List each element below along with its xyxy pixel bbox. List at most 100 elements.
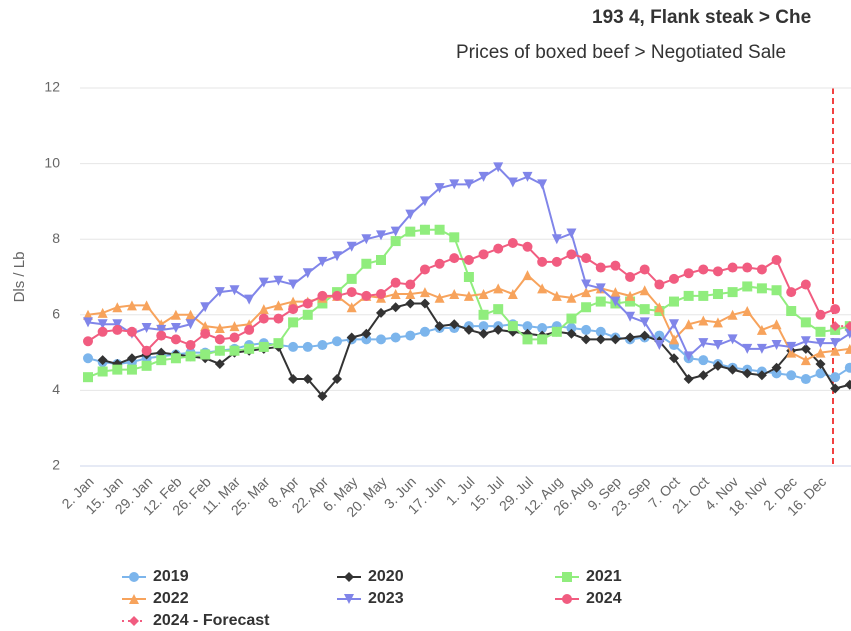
point (141, 300, 152, 311)
y-tick-label: 12 (44, 79, 60, 95)
point (419, 287, 430, 298)
point (302, 298, 313, 309)
legend-symbol (344, 572, 354, 582)
legend-symbol (562, 572, 572, 582)
point (712, 266, 723, 277)
point (771, 362, 782, 373)
point (244, 324, 255, 335)
point (83, 336, 93, 347)
point (346, 273, 357, 284)
point (478, 309, 489, 320)
point (405, 209, 416, 220)
point (815, 358, 826, 369)
point (83, 317, 93, 328)
point (463, 179, 474, 190)
chart-title: 193 4, Flank steak > Che (592, 7, 811, 28)
point (478, 249, 489, 260)
point (800, 374, 811, 385)
point (229, 332, 240, 343)
point (478, 171, 489, 182)
point (156, 347, 167, 358)
point (214, 323, 225, 334)
point (654, 279, 665, 290)
point (786, 341, 797, 352)
point (200, 321, 211, 332)
point (683, 319, 694, 330)
point (830, 304, 841, 315)
y-tick-label: 6 (52, 306, 60, 322)
point (727, 287, 738, 298)
point (830, 338, 841, 349)
point (449, 289, 460, 300)
point (727, 364, 738, 375)
point (273, 313, 284, 324)
point (478, 321, 489, 332)
point (815, 309, 826, 320)
point (683, 290, 694, 301)
point (97, 319, 108, 330)
point (581, 253, 592, 264)
point (288, 296, 299, 307)
point (390, 226, 401, 237)
point (361, 290, 372, 301)
point (786, 347, 797, 358)
point (200, 328, 211, 339)
point (361, 258, 372, 269)
point (610, 334, 621, 345)
point (742, 306, 753, 317)
point (317, 298, 328, 309)
point (844, 379, 851, 390)
series-line (87, 241, 836, 353)
point (419, 264, 430, 275)
point (698, 264, 709, 275)
point (595, 326, 606, 337)
point (390, 332, 401, 343)
point (639, 330, 650, 341)
point (317, 290, 328, 301)
point (786, 370, 797, 381)
legend-symbol (344, 594, 354, 604)
point (390, 289, 401, 300)
point (522, 171, 533, 182)
point (625, 332, 636, 343)
point (405, 289, 416, 300)
point (639, 317, 650, 328)
legend-symbol (129, 572, 139, 582)
point (112, 319, 123, 330)
point (537, 256, 548, 267)
point (595, 262, 606, 273)
point (756, 264, 767, 275)
point (185, 309, 196, 320)
point (229, 321, 240, 332)
point (244, 343, 255, 354)
point (83, 372, 93, 383)
point (727, 262, 738, 273)
point (698, 355, 709, 366)
point (800, 279, 811, 290)
point (625, 311, 636, 322)
point (376, 307, 386, 318)
point (434, 258, 445, 269)
legend-item: 2024 - Forecast (122, 612, 270, 629)
point (317, 340, 328, 351)
point (97, 326, 108, 337)
point (346, 287, 357, 298)
point (258, 341, 269, 352)
point (786, 287, 797, 298)
point (214, 358, 225, 369)
point (434, 321, 445, 332)
point (830, 321, 841, 332)
point (581, 334, 592, 345)
point (156, 324, 167, 335)
point (581, 279, 592, 290)
point (844, 343, 851, 354)
point (493, 324, 504, 335)
point (170, 323, 181, 334)
legend-label: 2024 (586, 590, 622, 607)
point (390, 236, 401, 247)
point (669, 353, 679, 364)
point (698, 290, 709, 301)
point (800, 317, 811, 328)
point (170, 309, 181, 320)
point (112, 324, 123, 335)
